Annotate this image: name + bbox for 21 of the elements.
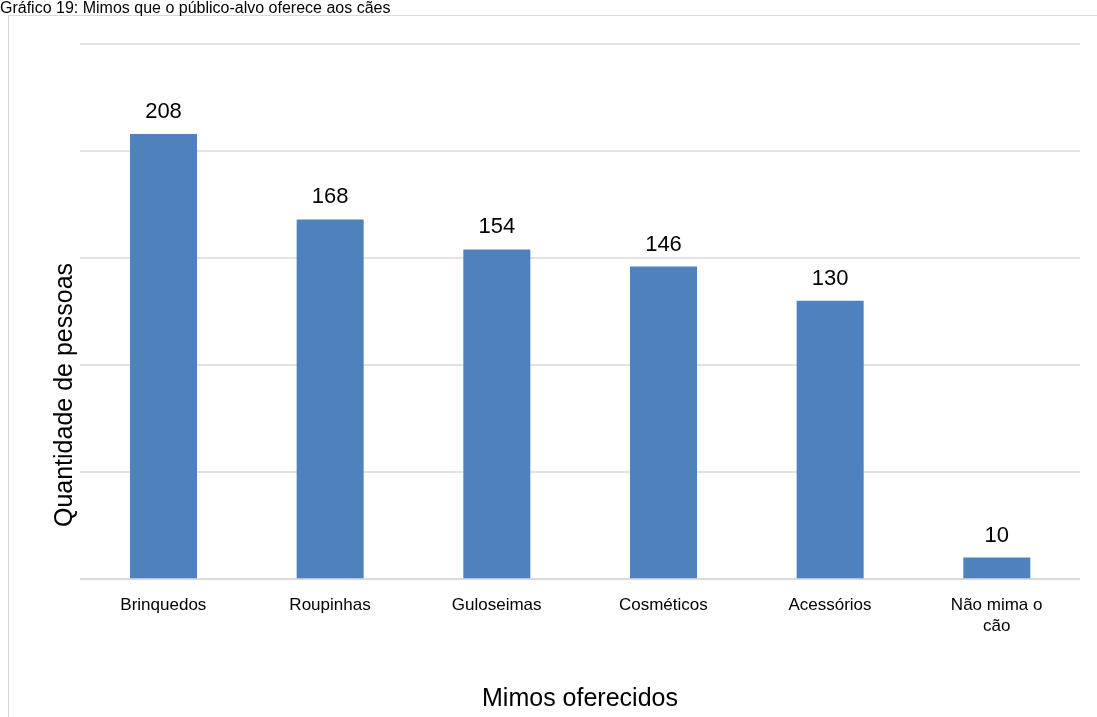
bar [130,133,197,579]
x-tick-label: Cosméticos [618,595,708,614]
x-tick-label: Roupinhas [289,595,371,614]
bar [296,219,364,579]
bar [630,266,697,579]
data-label: 168 [311,183,349,209]
chart-title: Gráfico 19: Mimos que o público-alvo oferece aos cães [0,0,391,17]
data-label: 10 [984,521,1010,547]
data-label: 154 [478,213,516,239]
x-tick-label: Acessórios [788,595,872,614]
bar [963,557,1031,579]
data-label: 130 [811,264,849,290]
x-tick-label: Não mima o cão [950,595,1043,635]
bar [463,249,531,579]
y-axis-title: Quantidade de pessoas [48,262,78,528]
data-label: 208 [145,97,182,123]
x-axis-title: Mimos oferecidos [481,682,679,712]
x-tick-label: Brinquedos [120,595,207,614]
x-tick-label: Guloseimas [451,595,542,614]
bar [796,300,864,579]
data-label: 146 [645,230,682,256]
